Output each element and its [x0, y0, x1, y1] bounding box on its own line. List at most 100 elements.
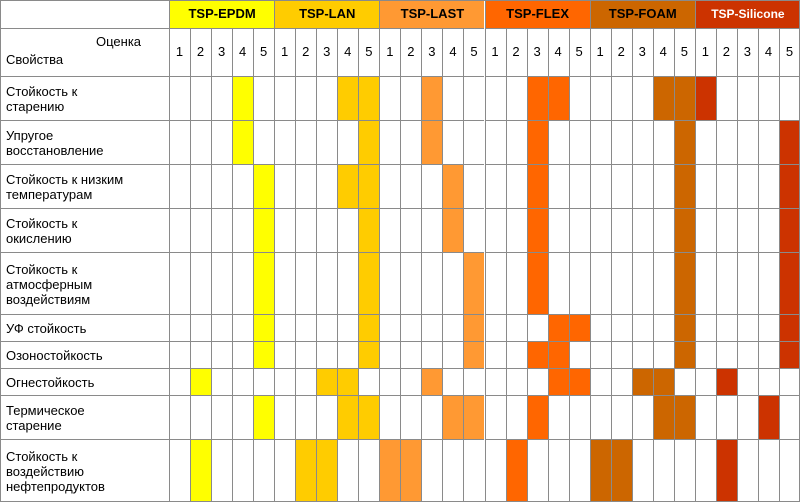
property-label: Стойкость к	[6, 84, 78, 99]
score-label: 4	[449, 44, 457, 59]
rating-cell	[715, 120, 737, 164]
rating-cell	[757, 314, 779, 341]
rating-cell	[715, 76, 737, 120]
rating-cell	[652, 164, 674, 208]
rating-cell	[295, 368, 317, 395]
rating-cell	[757, 208, 779, 252]
rating-mark	[253, 208, 275, 252]
rating-cell	[211, 252, 233, 314]
rating-cell	[232, 395, 254, 439]
rating-mark	[253, 314, 275, 341]
rating-cell	[190, 120, 212, 164]
rating-cell	[526, 368, 548, 395]
rating-cell	[295, 252, 317, 314]
rating-mark	[400, 439, 422, 502]
rating-cell	[568, 252, 590, 314]
rating-cell	[484, 252, 506, 314]
score-header	[379, 28, 401, 76]
score-label: 3	[533, 44, 541, 59]
rating-cell	[274, 314, 296, 341]
rating-cell	[736, 76, 758, 120]
rating-cell	[337, 252, 359, 314]
rating-cell	[316, 120, 338, 164]
rating-cell	[589, 395, 611, 439]
rating-cell	[652, 120, 674, 164]
score-header	[211, 28, 233, 76]
score-header	[715, 28, 737, 76]
rating-cell	[484, 208, 506, 252]
rating-mark	[526, 164, 548, 208]
rating-cell	[379, 252, 401, 314]
score-label: 3	[638, 44, 646, 59]
rating-cell	[337, 314, 359, 341]
rating-cell	[211, 439, 233, 502]
property-label: Упругое	[6, 128, 54, 143]
rating-cell	[610, 164, 632, 208]
property-label: температурам	[6, 187, 93, 202]
rating-mark	[778, 341, 800, 368]
rating-cell	[463, 164, 485, 208]
rating-mark	[610, 439, 632, 502]
property-label: Термическое	[6, 403, 85, 418]
rating-cell	[778, 368, 800, 395]
rating-cell	[442, 341, 464, 368]
score-header	[694, 28, 716, 76]
rating-cell	[421, 439, 443, 502]
group-name: TSP-FOAM	[608, 6, 677, 21]
score-label: 2	[407, 44, 415, 59]
rating-cell	[379, 314, 401, 341]
score-header	[547, 28, 569, 76]
rating-cell	[463, 208, 485, 252]
rating-mark	[358, 164, 380, 208]
rating-cell	[694, 439, 716, 502]
rating-cell	[547, 208, 569, 252]
rating-mark	[379, 439, 401, 502]
score-header	[169, 28, 191, 76]
property-label: восстановление	[6, 143, 104, 158]
rating-cell	[715, 252, 737, 314]
rating-cell	[211, 120, 233, 164]
rating-cell	[631, 164, 653, 208]
rating-mark	[715, 439, 737, 502]
rating-cell	[379, 120, 401, 164]
rating-cell	[736, 120, 758, 164]
rating-cell	[505, 341, 527, 368]
rating-cell	[694, 120, 716, 164]
rating-cell	[274, 368, 296, 395]
rating-cell	[274, 76, 296, 120]
rating-mark	[253, 164, 275, 208]
rating-mark	[673, 120, 695, 164]
corner-top: Оценка	[96, 34, 142, 49]
rating-mark	[526, 252, 548, 314]
score-label: 1	[491, 44, 499, 59]
rating-mark	[673, 76, 695, 120]
rating-cell	[442, 76, 464, 120]
rating-cell	[505, 164, 527, 208]
score-header	[232, 28, 254, 76]
rating-cell	[715, 164, 737, 208]
score-header	[568, 28, 590, 76]
rating-cell	[211, 208, 233, 252]
rating-mark	[778, 314, 800, 341]
rating-cell	[484, 76, 506, 120]
score-header	[757, 28, 779, 76]
rating-cell	[505, 120, 527, 164]
score-header	[295, 28, 317, 76]
rating-mark	[673, 164, 695, 208]
score-header	[610, 28, 632, 76]
rating-cell	[232, 368, 254, 395]
property-label: УФ стойкость	[6, 321, 87, 336]
rating-cell	[211, 368, 233, 395]
score-header	[505, 28, 527, 76]
rating-cell	[190, 314, 212, 341]
rating-cell	[631, 76, 653, 120]
score-label: 1	[175, 44, 184, 59]
rating-mark	[505, 439, 527, 502]
rating-cell	[652, 252, 674, 314]
group-header: TSP-FOAM	[589, 0, 695, 28]
rating-cell	[232, 208, 254, 252]
score-label: 3	[323, 44, 331, 59]
rating-cell	[274, 120, 296, 164]
rating-cell	[589, 120, 611, 164]
rating-cell	[484, 314, 506, 341]
